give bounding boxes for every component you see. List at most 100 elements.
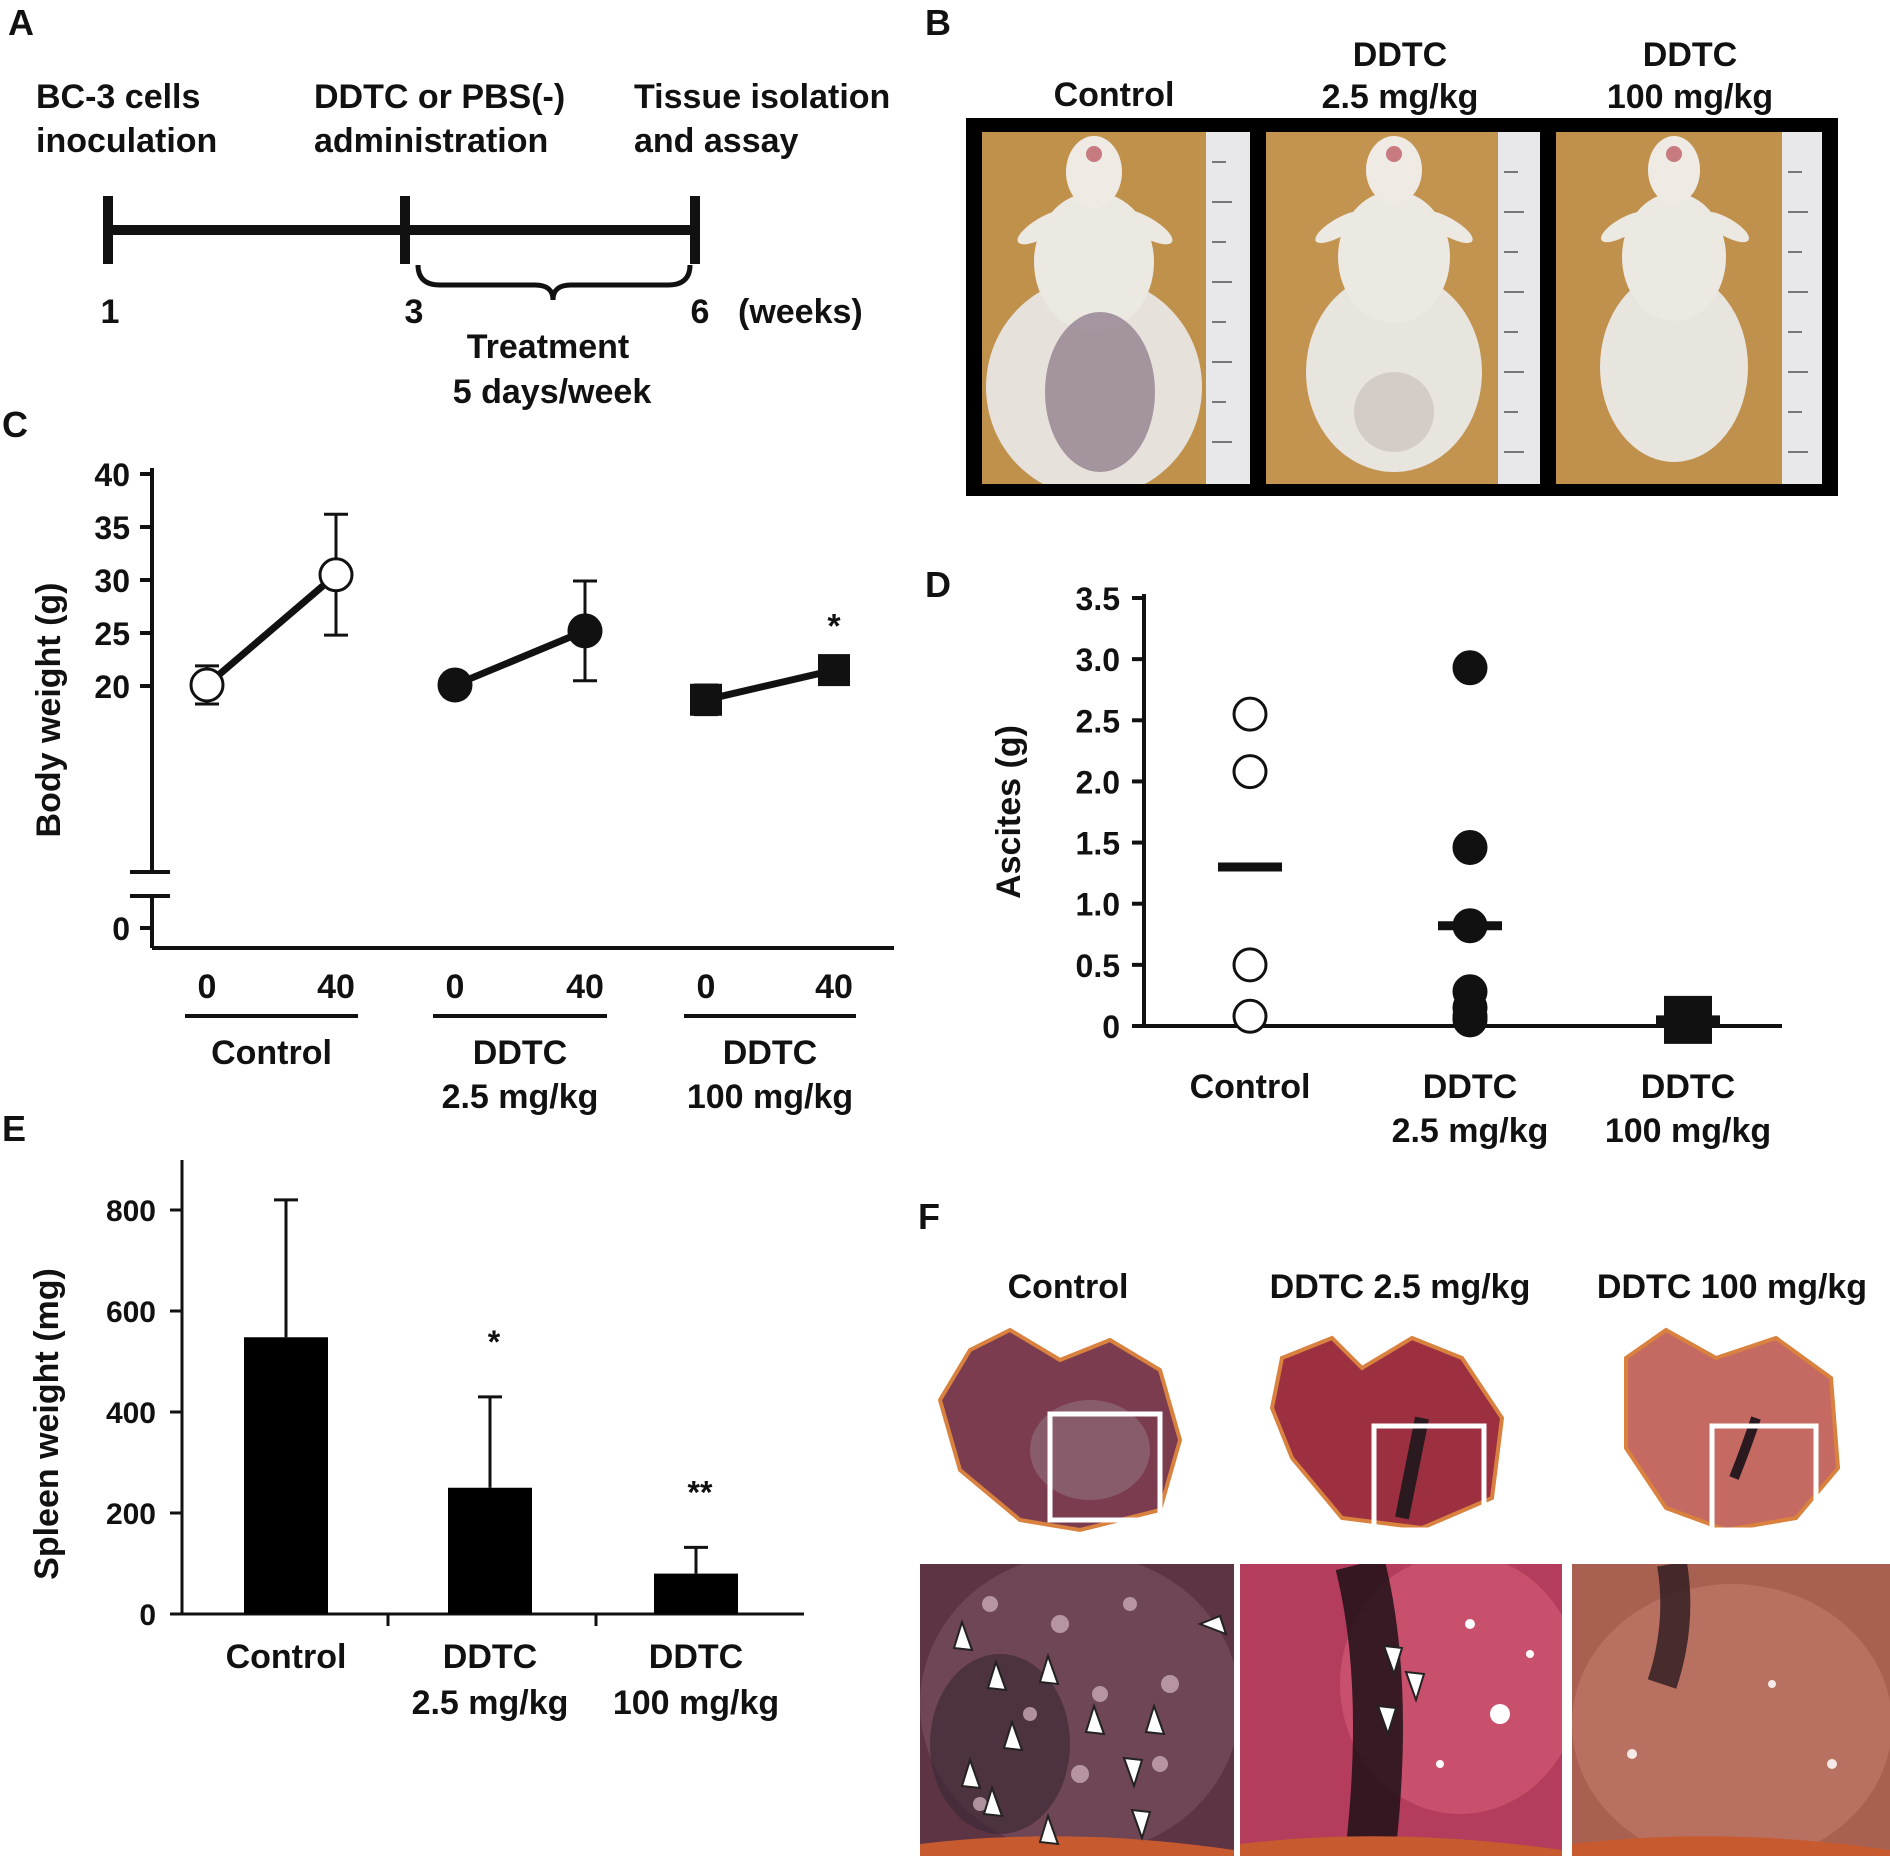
y-tick-label: 3.5 <box>1076 581 1120 617</box>
tick-label-3: 3 <box>405 293 424 331</box>
y-tick-label: 25 <box>94 616 130 652</box>
panel-f-header: Control DDTC 2.5 mg/kg DDTC 100 mg/kg <box>1008 1268 1868 1306</box>
group-f-1-label: Control <box>1008 1268 1129 1306</box>
mouse-photo-ddtc-2-5 <box>1266 132 1540 484</box>
x-tick-label: 40 <box>317 968 355 1006</box>
y-tick-label: 35 <box>94 510 130 546</box>
mouse-photo-ddtc-100 <box>1556 132 1822 484</box>
y-tick-label: 2.0 <box>1076 764 1120 800</box>
group-label-line1: Control <box>1190 1068 1311 1106</box>
data-point <box>818 654 850 687</box>
bar-group-2: ** DDTC 100 mg/kg <box>613 1474 779 1722</box>
bar <box>244 1337 328 1614</box>
y-tick-label: 0 <box>139 1599 156 1632</box>
organ-photo-control <box>937 1327 1183 1533</box>
y-tick-label: 30 <box>94 563 130 599</box>
body-weight-chart: 0 20 25 30 35 40 Body weight (g) 0 40 Control 0 40 D… <box>30 457 894 1116</box>
category-label-line1: Control <box>226 1638 347 1676</box>
timeline-diagram: BC-3 cells inoculation DDTC or PBS(-) ad… <box>36 78 890 411</box>
group-label-line1: DDTC <box>473 1034 567 1072</box>
data-point <box>318 557 354 593</box>
event-3-line2: and assay <box>634 122 799 160</box>
data-point <box>690 683 722 716</box>
data-point <box>1452 650 1488 686</box>
panel-a-label: A <box>8 2 34 43</box>
data-point <box>437 667 473 703</box>
y-tick-label: 1.5 <box>1076 826 1120 862</box>
group-b-2-line1: DDTC <box>1353 36 1447 74</box>
data-point <box>567 613 603 649</box>
group-f-2-label: DDTC 2.5 mg/kg <box>1270 1268 1531 1306</box>
event-2-line1: DDTC or PBS(-) <box>314 78 565 116</box>
y-tick-label: 800 <box>106 1195 156 1228</box>
series-0: 0 40 Control <box>185 512 358 1072</box>
event-2-line2: administration <box>314 122 548 160</box>
data-point <box>1232 998 1268 1034</box>
x-tick-label: 0 <box>198 968 217 1006</box>
bar-group-0: Control <box>226 1198 347 1676</box>
y-tick-label: 40 <box>94 457 130 493</box>
y-tick-label: 3.0 <box>1076 642 1120 678</box>
data-point <box>1452 829 1488 865</box>
series-line <box>705 666 835 704</box>
group-label-line1: DDTC <box>723 1034 817 1072</box>
weeks-unit: (weeks) <box>738 293 863 331</box>
panel-e-label: E <box>2 1108 27 1149</box>
bar <box>448 1487 532 1614</box>
group-label-line1: DDTC <box>1423 1068 1517 1106</box>
data-point <box>1232 696 1268 732</box>
significance-mark: * <box>827 608 841 646</box>
series-line <box>204 572 339 688</box>
y-tick-label: 1.0 <box>1076 887 1120 923</box>
panel-b-header: Control DDTC 2.5 mg/kg DDTC 100 mg/kg <box>1054 36 1774 116</box>
y-axis-title: Body weight (g) <box>30 583 68 838</box>
spleen-weight-chart: 0 200 400 600 800 Spleen weight (mg) Control * D… <box>28 1160 804 1722</box>
data-point <box>189 667 225 703</box>
data-point <box>1232 947 1268 983</box>
x-tick-label: 0 <box>697 968 716 1006</box>
group-b-2-line2: 2.5 mg/kg <box>1322 78 1479 116</box>
zoom-photo-ddtc-100 <box>1572 1564 1890 1856</box>
ascites-chart: 0 0.5 1.0 1.5 2.0 2.5 3.0 3.5 Ascites (g) Control… <box>990 581 1782 1150</box>
group-1: DDTC 2.5 mg/kg <box>1392 650 1549 1150</box>
category-label-line1: DDTC <box>649 1638 743 1676</box>
tick-label-6: 6 <box>691 293 710 331</box>
treatment-frequency: 5 days/week <box>453 373 652 411</box>
series-1: 0 40 DDTC 2.5 mg/kg <box>433 579 607 1116</box>
panel-b-label: B <box>925 2 951 43</box>
x-tick-label: 40 <box>815 968 853 1006</box>
group-b-1-line2: Control <box>1054 76 1175 114</box>
zoom-photo-ddtc-2-5 <box>1240 1564 1562 1856</box>
significance-mark: * <box>488 1324 501 1360</box>
treatment-brace <box>415 264 693 301</box>
y-tick-label: 0.5 <box>1076 948 1120 984</box>
category-label-line2: 100 mg/kg <box>613 1684 779 1722</box>
organ-photo-ddtc-100 <box>1624 1327 1841 1533</box>
mouse-photo-frame <box>966 118 1838 496</box>
y-tick-label: 200 <box>106 1498 156 1531</box>
y-tick-label: 600 <box>106 1296 156 1329</box>
bar <box>654 1573 738 1614</box>
category-label-line1: DDTC <box>443 1638 537 1676</box>
group-b-3-line2: 100 mg/kg <box>1607 78 1773 116</box>
data-point <box>1452 1002 1488 1038</box>
y-axis-title: Ascites (g) <box>990 725 1028 899</box>
data-point <box>1232 754 1268 790</box>
x-tick-label: 40 <box>566 968 604 1006</box>
y-tick-label: 400 <box>106 1397 156 1430</box>
group-2: DDTC 100 mg/kg <box>1605 995 1771 1150</box>
x-tick-label: 0 <box>446 968 465 1006</box>
group-b-3-line1: DDTC <box>1643 36 1737 74</box>
mouse-photo-control <box>982 132 1250 484</box>
y-tick-label: 0 <box>1102 1009 1120 1045</box>
group-label-line1: DDTC <box>1641 1068 1735 1106</box>
y-tick-label: 20 <box>94 669 130 705</box>
series-line <box>453 627 587 689</box>
group-label-line1: Control <box>211 1034 332 1072</box>
group-label-line2: 100 mg/kg <box>1605 1112 1771 1150</box>
organ-photo-ddtc-2-5 <box>1269 1335 1505 1533</box>
group-label-line2: 2.5 mg/kg <box>1392 1112 1549 1150</box>
group-0: Control <box>1190 696 1311 1106</box>
group-label-line2: 2.5 mg/kg <box>442 1078 599 1116</box>
series-2: 0 40 * DDTC 100 mg/kg <box>684 608 856 1116</box>
